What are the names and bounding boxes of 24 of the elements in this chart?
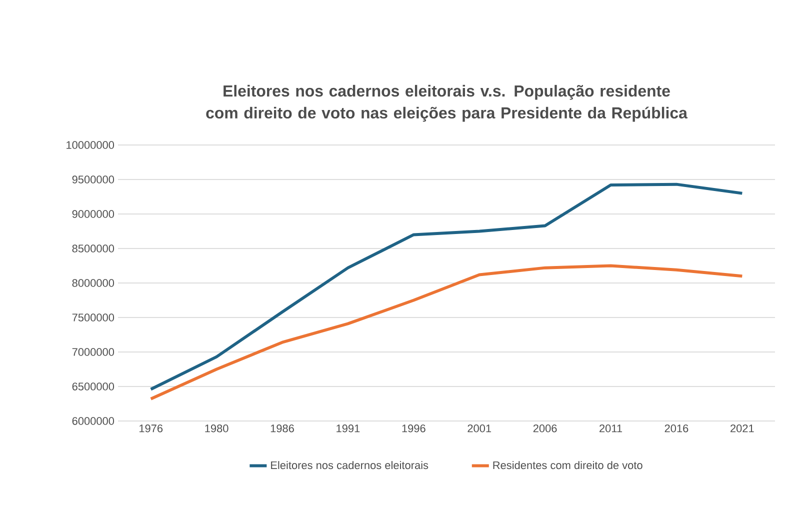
legend-label: Eleitores nos cadernos eleitorais — [271, 461, 428, 470]
x-tick-label: 2001 — [468, 424, 492, 432]
x-tick-label: 1991 — [336, 424, 360, 432]
y-tick-label: 6000000 — [72, 417, 114, 425]
y-tick-label: 10000000 — [66, 141, 114, 149]
y-tick-label: 8500000 — [72, 244, 114, 252]
x-tick-label: 2016 — [664, 424, 688, 432]
y-tick-label: 7500000 — [72, 314, 114, 322]
legend-label: Residentes com direito de voto — [493, 461, 642, 470]
x-tick-label: 2006 — [533, 424, 557, 432]
x-tick-label: 1976 — [139, 424, 163, 432]
x-tick-label: 2011 — [600, 424, 622, 432]
y-tick-label: 6500000 — [72, 382, 114, 390]
line-series — [149, 182, 744, 391]
y-tick-label: 8000000 — [72, 279, 114, 287]
x-tick-label: 1986 — [270, 424, 294, 432]
x-tick-label: 1980 — [205, 424, 228, 432]
y-tick-label: 7000000 — [72, 348, 114, 356]
line-series — [149, 264, 744, 400]
chart-title: Eleitores nos cadernos eleitorais v.s. População residente com direito de voto nas eleições para Presidente da República — [206, 84, 688, 122]
y-tick-label: 9500000 — [72, 176, 114, 184]
y-tick-label: 9000000 — [72, 210, 114, 218]
x-tick-label: 2021 — [730, 424, 754, 432]
x-tick-label: 1996 — [402, 424, 426, 432]
